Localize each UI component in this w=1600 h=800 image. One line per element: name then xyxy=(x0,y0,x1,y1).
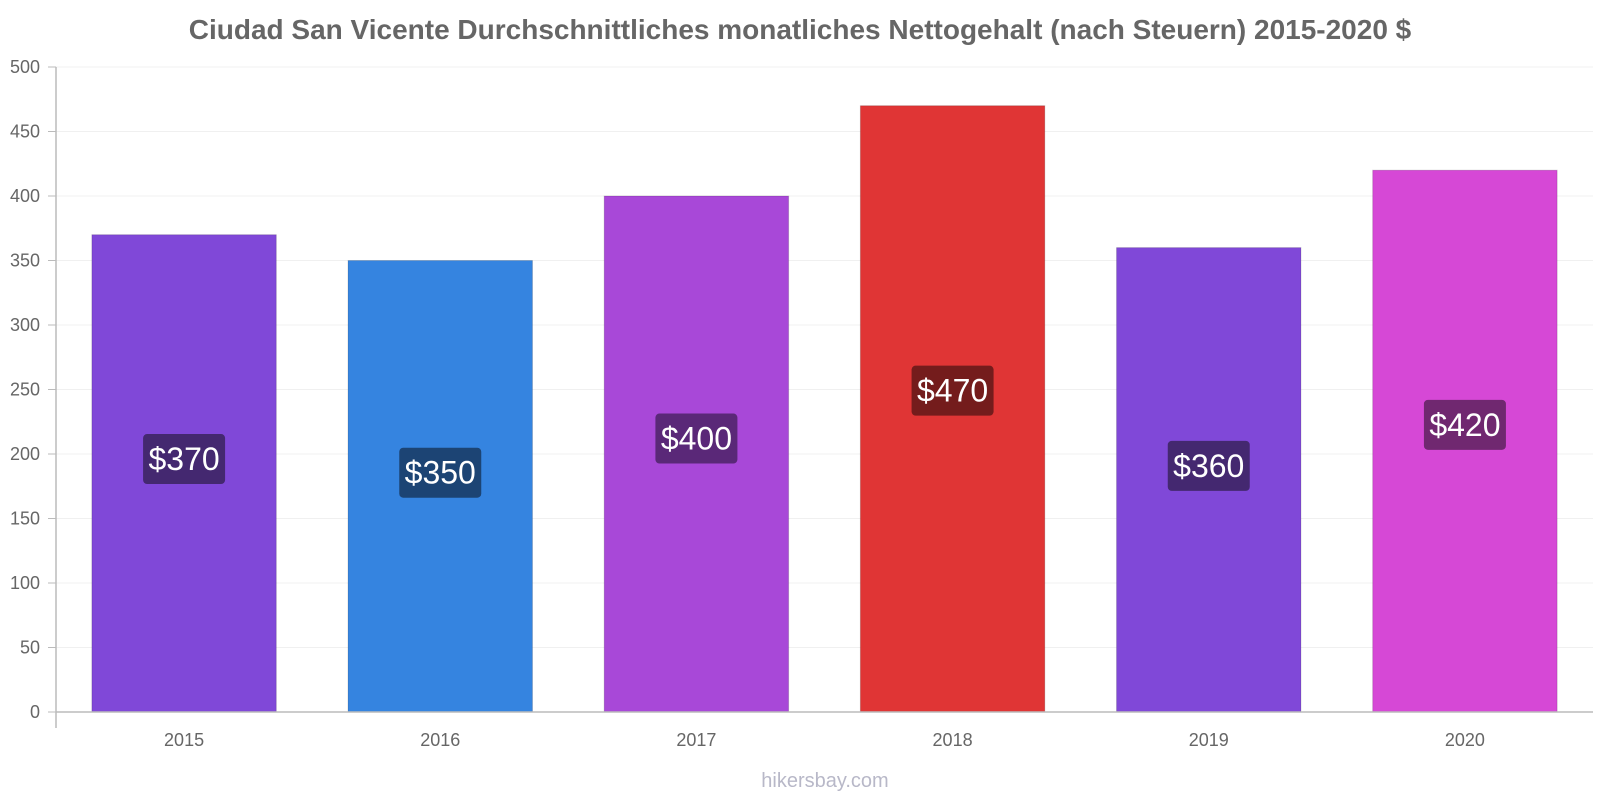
data-label-box xyxy=(1167,440,1250,491)
watermark: hikersbay.com xyxy=(761,770,889,792)
y-tick-label: 100 xyxy=(10,573,40,593)
y-tick-label: 350 xyxy=(10,251,40,271)
x-tick-label: 2019 xyxy=(1189,730,1229,750)
data-label: $350 xyxy=(405,455,476,491)
data-label: $470 xyxy=(917,373,988,409)
bars xyxy=(91,105,1558,713)
chart-title: Ciudad San Vicente Durchschnittliches mo… xyxy=(188,14,1412,45)
data-label: $370 xyxy=(148,441,219,477)
x-tick-label: 2018 xyxy=(933,730,973,750)
data-label: $360 xyxy=(1173,448,1244,484)
y-tick-label: 500 xyxy=(10,57,40,77)
x-tick-label: 2015 xyxy=(164,730,204,750)
data-label: $420 xyxy=(1429,407,1500,443)
data-label-box xyxy=(1423,399,1506,450)
y-tick-label: 400 xyxy=(10,186,40,206)
y-tick-label: 250 xyxy=(10,380,40,400)
gridlines xyxy=(56,66,1593,648)
data-label-box xyxy=(143,434,226,485)
x-tick-label: 2020 xyxy=(1445,730,1485,750)
axes: 0 50 100 150 200 250 300 350 400 450 500 2015 2016 20… xyxy=(10,57,1593,750)
y-tick-label: 300 xyxy=(10,315,40,335)
data-labels: $370 $350 $400 $470 $360 $420 xyxy=(143,365,1506,498)
x-tick-label: 2016 xyxy=(420,730,460,750)
x-tick-label: 2017 xyxy=(676,730,716,750)
y-tick-label: 50 xyxy=(20,638,40,658)
y-tick-label: 200 xyxy=(10,444,40,464)
data-label-box xyxy=(655,413,738,464)
data-label-box xyxy=(911,365,994,416)
data-label: $400 xyxy=(661,421,732,457)
y-tick-label: 150 xyxy=(10,509,40,529)
y-tick-label: 450 xyxy=(10,122,40,142)
y-tick-label: 0 xyxy=(30,702,40,722)
data-label-box xyxy=(399,447,482,498)
